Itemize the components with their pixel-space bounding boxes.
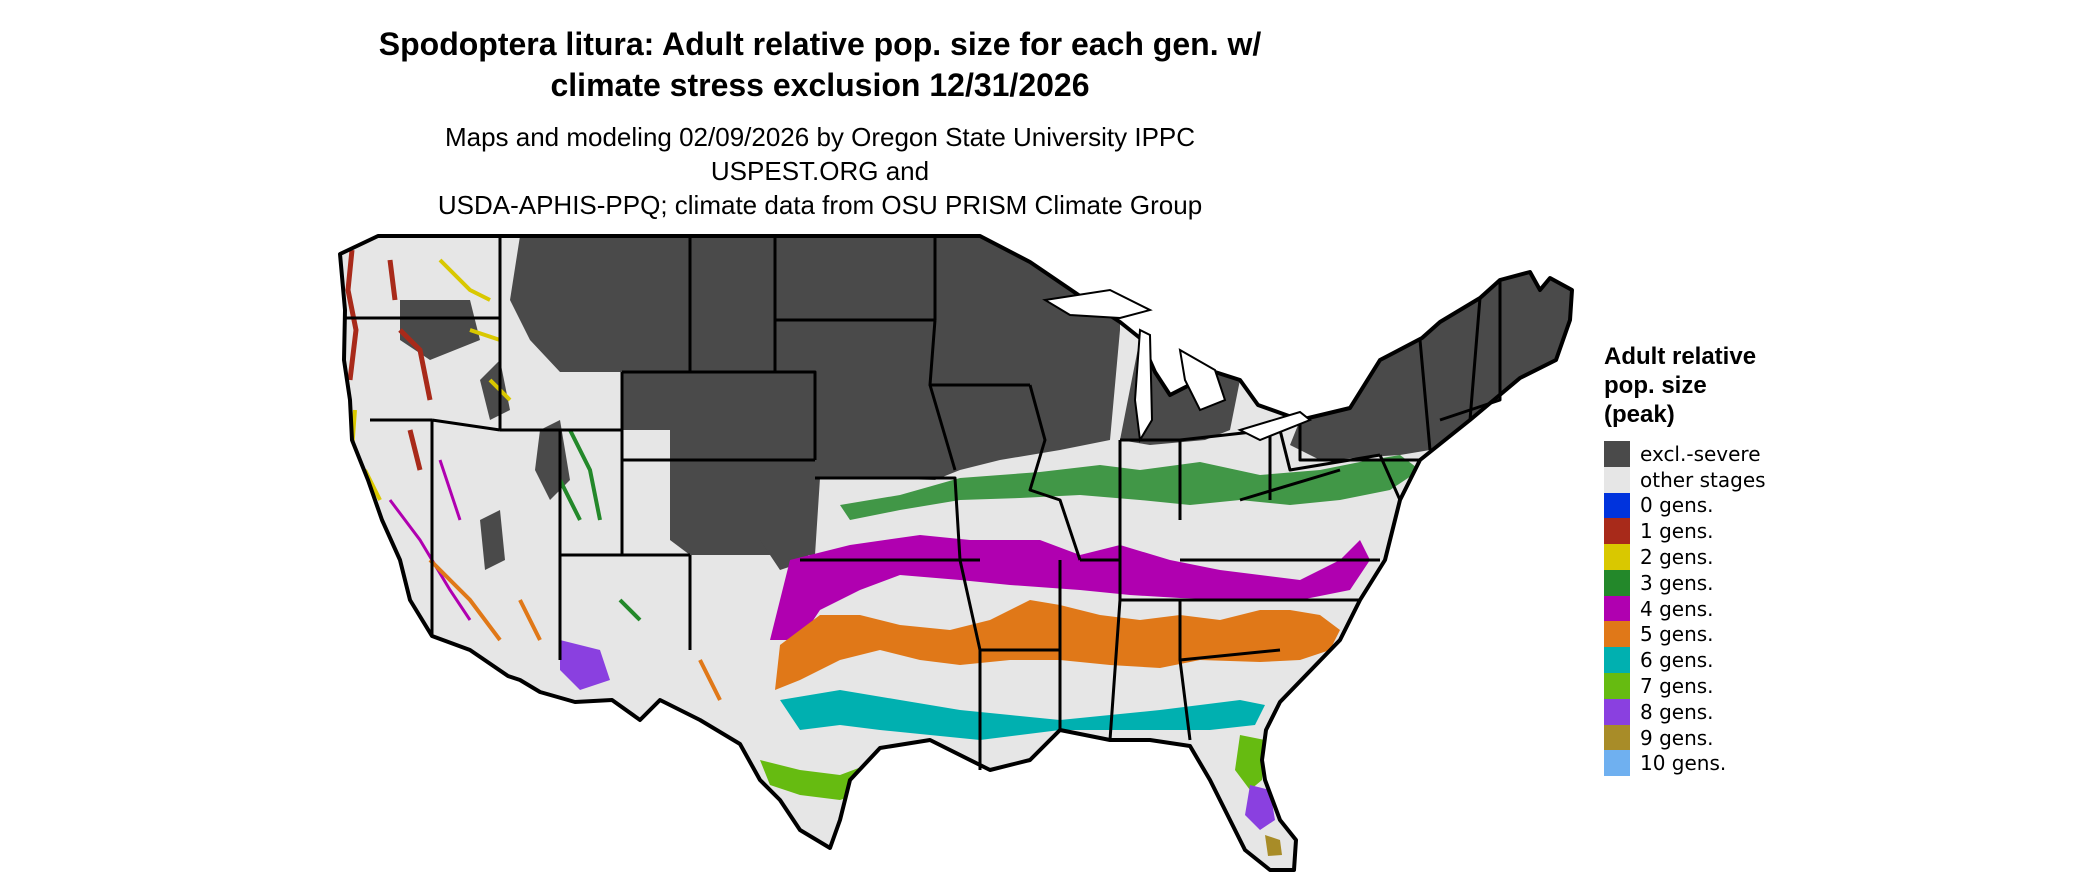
legend-swatch-2-gens: [1604, 544, 1630, 571]
legend-swatch-8-gens: [1604, 698, 1630, 725]
map-title-line-1: Spodoptera litura: Adult relative pop. s…: [378, 26, 1262, 62]
map-title-line-2: climate stress exclusion 12/31/2026: [550, 67, 1090, 103]
state-borders: [338, 234, 1574, 872]
legend-swatch-5-gens: [1604, 621, 1630, 648]
legend-label-9-gens: 9 gens.: [1640, 725, 1714, 750]
legend-item-6-gens: 6 gens.: [1604, 647, 1844, 674]
gen-9-areas: [1265, 835, 1282, 856]
legend-item-1-gens: 1 gens.: [1604, 518, 1844, 545]
legend-items: excl.-severe other stages 0 gens. 1 gens…: [1604, 440, 1844, 777]
border-west: [345, 236, 935, 660]
legend-swatch-10-gens: [1604, 750, 1630, 777]
lake-michigan: [1133, 328, 1154, 443]
legend-label-5-gens: 5 gens.: [1640, 622, 1714, 647]
legend-label-excluded: excl.-severe: [1640, 441, 1761, 466]
legend-swatch-excluded: [1604, 440, 1630, 467]
legend-label-6-gens: 6 gens.: [1640, 648, 1714, 673]
map-subtitle: Maps and modeling 02/09/2026 by Oregon S…: [380, 120, 1260, 222]
legend-label-10-gens: 10 gens.: [1640, 751, 1727, 776]
excluded-region-west-patches: [400, 300, 810, 570]
legend-item-3-gens: 3 gens.: [1604, 569, 1844, 596]
map-title: Spodoptera litura: Adult relative pop. s…: [350, 24, 1290, 106]
legend-item-excluded: excl.-severe: [1604, 440, 1844, 467]
legend-item-5-gens: 5 gens.: [1604, 621, 1844, 648]
legend-item-8-gens: 8 gens.: [1604, 698, 1844, 725]
us-outline: [338, 234, 1574, 872]
legend-swatch-other-stages: [1604, 466, 1630, 493]
legend-swatch-9-gens: [1604, 724, 1630, 751]
gen-1-northwest: [345, 249, 433, 471]
lake-erie: [1237, 410, 1312, 442]
legend-swatch-7-gens: [1604, 673, 1630, 700]
legend-item-4-gens: 4 gens.: [1604, 595, 1844, 622]
legend-item-0-gens: 0 gens.: [1604, 492, 1844, 519]
gen-5-west: [428, 558, 722, 701]
legend-label-4-gens: 4 gens.: [1640, 596, 1714, 621]
legend-swatch-4-gens: [1604, 595, 1630, 622]
excluded-region-northeast: [1290, 272, 1572, 460]
legend-label-7-gens: 7 gens.: [1640, 674, 1714, 699]
legend-title: Adult relative pop. size (peak): [1604, 342, 1804, 429]
legend-item-7-gens: 7 gens.: [1604, 673, 1844, 700]
legend-label-3-gens: 3 gens.: [1640, 570, 1714, 595]
legend-swatch-0-gens: [1604, 492, 1630, 519]
legend-item-other-stages: other stages: [1604, 466, 1844, 493]
gen-5-band: [775, 600, 1340, 690]
legend-label-2-gens: 2 gens.: [1640, 545, 1714, 570]
legend: Adult relative pop. size (peak) excl.-se…: [1604, 342, 1844, 777]
lake-huron: [1178, 348, 1227, 412]
legend-swatch-1-gens: [1604, 518, 1630, 545]
gen-6-band: [780, 690, 1265, 740]
lake-superior: [1042, 288, 1153, 320]
legend-label-other-stages: other stages: [1640, 467, 1766, 492]
great-lakes: [1042, 288, 1312, 443]
legend-label-8-gens: 8 gens.: [1640, 699, 1714, 724]
gen-3-ohio-valley: [840, 455, 1420, 520]
legend-item-9-gens: 9 gens.: [1604, 724, 1844, 751]
legend-item-10-gens: 10 gens.: [1604, 750, 1844, 777]
border-central: [800, 236, 1281, 770]
legend-item-2-gens: 2 gens.: [1604, 544, 1844, 571]
legend-label-1-gens: 1 gens.: [1640, 519, 1714, 544]
legend-title-line-1: Adult relative: [1604, 343, 1757, 370]
legend-swatch-6-gens: [1604, 647, 1630, 674]
map-subtitle-line-2: USDA-APHIS-PPQ; climate data from OSU PR…: [437, 190, 1203, 220]
map-subtitle-line-1: Maps and modeling 02/09/2026 by Oregon S…: [444, 122, 1196, 186]
legend-swatch-3-gens: [1604, 569, 1630, 596]
legend-title-line-3: (peak): [1604, 401, 1675, 428]
gen-3-west: [558, 429, 642, 622]
legend-title-line-2: pop. size: [1604, 372, 1707, 399]
legend-label-0-gens: 0 gens.: [1640, 493, 1714, 518]
